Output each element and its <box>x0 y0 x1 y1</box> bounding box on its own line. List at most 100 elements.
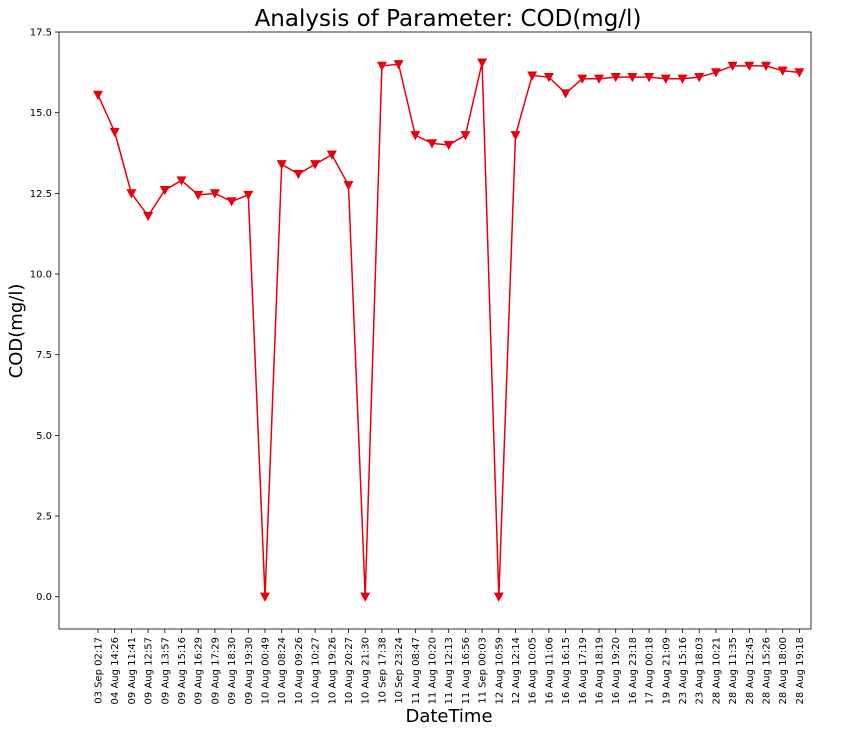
x-tick-label: 10 Aug 10:27 <box>311 637 322 704</box>
data-point-marker <box>560 89 571 99</box>
x-tick-label: 09 Aug 19:30 <box>244 637 255 704</box>
x-tick-label: 11 Aug 16:56 <box>461 637 472 704</box>
x-tick-label: 17 Aug 00:18 <box>645 637 656 704</box>
data-point-marker <box>426 139 438 149</box>
x-axis: 03 Sep 02:17 04 Aug 14:26 09 Aug 11:41 09 A… <box>94 629 806 704</box>
x-tick-label: 10 Sep 17:38 <box>377 637 388 704</box>
x-tick-label: 11 Aug 10:20 <box>428 637 439 704</box>
x-tick-label: 11 Sep 00:03 <box>478 637 489 704</box>
data-point-marker <box>593 74 605 84</box>
x-tick-label: 12 Aug 12:14 <box>511 637 522 704</box>
data-point-marker <box>109 127 120 138</box>
x-tick-label: 11 Aug 12:13 <box>444 637 455 704</box>
data-point-marker <box>159 185 170 196</box>
x-tick-label: 16 Aug 10:05 <box>528 637 539 704</box>
x-tick-label: 09 Aug 11:41 <box>127 637 138 704</box>
x-tick-label: 28 Aug 18:00 <box>778 637 789 704</box>
data-point-marker <box>543 73 554 83</box>
x-tick-label: 28 Aug 15:26 <box>762 637 773 704</box>
data-point-marker <box>360 592 371 602</box>
y-tick-label: 0.0 <box>36 592 52 603</box>
data-point-marker <box>92 90 104 101</box>
data-point-marker <box>293 169 304 180</box>
data-point-marker <box>276 160 287 170</box>
x-tick-label: 10 Aug 09:26 <box>294 637 305 704</box>
x-tick-label: 03 Sep 02:17 <box>94 637 105 704</box>
x-tick-label: 09 Aug 15:16 <box>177 637 188 704</box>
x-tick-label: 09 Aug 13:57 <box>160 637 171 704</box>
x-tick-label: 10 Sep 23:24 <box>394 637 405 704</box>
x-tick-label: 23 Aug 18:03 <box>695 637 706 704</box>
x-tick-label: 09 Aug 12:57 <box>144 637 155 704</box>
x-tick-label: 28 Aug 11:35 <box>728 637 739 704</box>
data-point-marker <box>376 61 387 72</box>
data-point-marker <box>644 73 655 83</box>
data-point-marker <box>677 74 688 84</box>
x-tick-label: 09 Aug 17:29 <box>210 637 221 704</box>
data-point-marker <box>510 131 521 141</box>
x-tick-label: 16 Aug 17:19 <box>578 637 589 704</box>
data-point-marker <box>326 150 337 160</box>
data-point-marker <box>393 60 404 70</box>
data-point-marker <box>760 61 772 72</box>
y-tick-label: 12.5 <box>30 189 52 200</box>
data-point-marker <box>126 189 137 199</box>
y-tick-label: 7.5 <box>36 350 52 361</box>
x-tick-label: 16 Aug 16:15 <box>561 637 572 704</box>
data-point-marker <box>527 71 538 81</box>
chart-title: Analysis of Parameter: COD(mg/l) <box>255 6 642 32</box>
x-tick-label: 16 Aug 23:18 <box>628 637 639 704</box>
data-point-marker <box>710 68 721 78</box>
data-point-marker <box>493 592 504 602</box>
x-tick-label: 19 Aug 21:09 <box>661 637 672 704</box>
data-point-marker <box>193 190 204 201</box>
y-tick-label: 5.0 <box>36 431 52 442</box>
x-tick-label: 10 Aug 08:24 <box>277 637 288 704</box>
x-tick-label: 10 Aug 00:49 <box>261 637 272 704</box>
data-point-marker <box>209 189 220 199</box>
x-tick-label: 10 Aug 19:26 <box>327 637 338 704</box>
data-point-marker <box>610 73 621 83</box>
data-point-marker <box>794 68 805 78</box>
x-tick-label: 28 Aug 19:18 <box>795 637 806 704</box>
x-tick-label: 11 Aug 08:47 <box>411 637 422 704</box>
x-tick-label: 10 Aug 20:27 <box>344 637 355 704</box>
data-point-marker <box>744 61 755 72</box>
data-point-marker <box>627 73 638 83</box>
x-axis-label: DateTime <box>405 706 492 727</box>
y-tick-label: 17.5 <box>30 28 52 39</box>
data-point-marker <box>694 73 705 83</box>
data-point-marker <box>259 592 271 602</box>
y-axis: 0.0 2.5 5.0 7.5 10.0 12.5 15.0 17.5 <box>30 28 59 603</box>
x-tick-label: 12 Aug 10:59 <box>494 637 505 704</box>
y-tick-label: 10.0 <box>30 270 52 281</box>
data-point-marker <box>310 160 321 170</box>
x-tick-label: 04 Aug 14:26 <box>110 637 121 704</box>
data-point-marker <box>343 181 354 191</box>
data-point-marker <box>143 211 154 222</box>
data-point-marker <box>777 66 788 76</box>
x-tick-label: 09 Aug 16:29 <box>194 637 205 704</box>
x-tick-label: 09 Aug 18:30 <box>227 637 238 704</box>
data-point-marker <box>243 190 254 201</box>
x-tick-label: 28 Aug 12:45 <box>745 637 756 704</box>
x-tick-label: 10 Aug 21:30 <box>361 637 372 704</box>
x-tick-label: 16 Aug 11:06 <box>544 637 555 704</box>
data-point-marker <box>460 131 471 141</box>
x-tick-label: 23 Aug 15:16 <box>678 637 689 704</box>
data-point-marker <box>660 74 671 84</box>
data-point-marker <box>226 197 237 207</box>
y-tick-label: 2.5 <box>36 512 52 523</box>
x-tick-label: 16 Aug 18:19 <box>595 637 606 704</box>
series-markers <box>92 58 805 602</box>
data-point-marker <box>477 58 488 68</box>
y-tick-label: 15.0 <box>30 108 52 119</box>
x-tick-label: 16 Aug 19:20 <box>611 637 622 704</box>
data-point-marker <box>443 140 454 151</box>
data-point-marker <box>176 176 187 186</box>
data-point-marker <box>727 61 738 72</box>
data-point-marker <box>410 131 421 141</box>
plot-frame <box>58 31 812 630</box>
